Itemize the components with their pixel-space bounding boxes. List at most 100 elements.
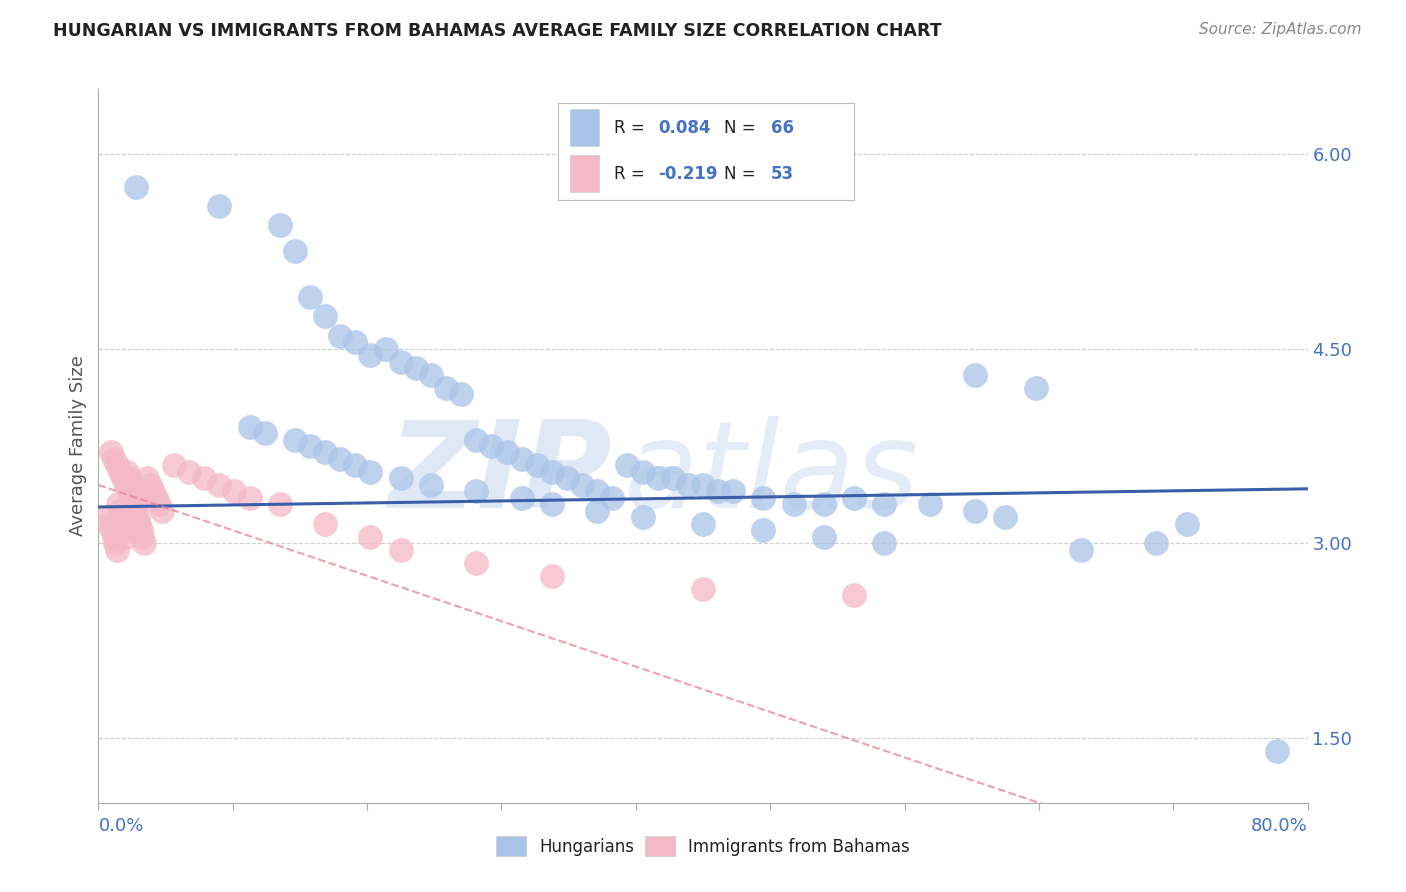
Point bbox=[239, 491, 262, 505]
Text: 0.0%: 0.0% bbox=[98, 817, 143, 835]
Point bbox=[540, 497, 562, 511]
Point bbox=[105, 542, 128, 557]
Point bbox=[1024, 381, 1046, 395]
Point bbox=[873, 536, 896, 550]
Point bbox=[571, 478, 593, 492]
Point bbox=[783, 497, 806, 511]
Point bbox=[114, 530, 136, 544]
Point bbox=[692, 478, 714, 492]
Point bbox=[110, 510, 132, 524]
Point bbox=[465, 433, 488, 447]
Point bbox=[111, 471, 134, 485]
Point bbox=[420, 478, 443, 492]
Point bbox=[616, 458, 638, 473]
Point bbox=[631, 465, 654, 479]
Point bbox=[1144, 536, 1167, 550]
Point bbox=[586, 504, 609, 518]
Point bbox=[104, 536, 127, 550]
Point bbox=[122, 491, 145, 505]
Point bbox=[510, 491, 533, 505]
Point bbox=[405, 361, 427, 376]
Point bbox=[105, 458, 128, 473]
Point bbox=[844, 491, 866, 505]
Point bbox=[118, 484, 141, 499]
Point bbox=[555, 471, 578, 485]
Point bbox=[389, 542, 412, 557]
Point bbox=[108, 465, 131, 479]
Point bbox=[844, 588, 866, 602]
Point bbox=[465, 556, 488, 570]
Point bbox=[284, 433, 307, 447]
Point bbox=[360, 465, 382, 479]
Point bbox=[103, 452, 125, 467]
Point bbox=[145, 491, 167, 505]
Y-axis label: Average Family Size: Average Family Size bbox=[69, 356, 87, 536]
Point bbox=[124, 497, 146, 511]
Point bbox=[1070, 542, 1092, 557]
Point bbox=[344, 458, 367, 473]
Point bbox=[586, 484, 609, 499]
Point bbox=[692, 516, 714, 531]
Point bbox=[127, 510, 149, 524]
Point bbox=[125, 504, 148, 518]
Point bbox=[112, 524, 135, 538]
Point bbox=[602, 491, 624, 505]
Point bbox=[314, 445, 336, 459]
Text: 80.0%: 80.0% bbox=[1251, 817, 1308, 835]
Point bbox=[965, 368, 987, 382]
Point bbox=[108, 504, 131, 518]
Point bbox=[208, 478, 231, 492]
Point bbox=[299, 439, 322, 453]
Point bbox=[103, 530, 125, 544]
Point bbox=[692, 582, 714, 596]
Point bbox=[208, 199, 231, 213]
Point bbox=[360, 530, 382, 544]
Point bbox=[420, 368, 443, 382]
Point bbox=[510, 452, 533, 467]
Point bbox=[344, 335, 367, 350]
Point bbox=[124, 497, 146, 511]
Text: HUNGARIAN VS IMMIGRANTS FROM BAHAMAS AVERAGE FAMILY SIZE CORRELATION CHART: HUNGARIAN VS IMMIGRANTS FROM BAHAMAS AVE… bbox=[53, 22, 942, 40]
Point bbox=[434, 381, 457, 395]
Point bbox=[135, 471, 157, 485]
Point bbox=[631, 510, 654, 524]
Point bbox=[125, 179, 148, 194]
Point bbox=[100, 445, 122, 459]
Text: Source: ZipAtlas.com: Source: ZipAtlas.com bbox=[1198, 22, 1361, 37]
Point bbox=[239, 419, 262, 434]
Point bbox=[661, 471, 683, 485]
Point bbox=[224, 484, 246, 499]
Point bbox=[1267, 744, 1289, 758]
Point bbox=[121, 484, 143, 499]
Point bbox=[284, 244, 307, 259]
Point bbox=[148, 497, 170, 511]
Point bbox=[94, 510, 117, 524]
Point bbox=[269, 497, 291, 511]
Point bbox=[374, 342, 396, 356]
Text: ZIP: ZIP bbox=[388, 416, 613, 533]
Point bbox=[752, 491, 775, 505]
Point bbox=[813, 497, 835, 511]
Point bbox=[193, 471, 215, 485]
Point bbox=[360, 348, 382, 362]
Point bbox=[329, 452, 352, 467]
Point bbox=[269, 219, 291, 233]
Point bbox=[139, 478, 162, 492]
Point bbox=[150, 504, 173, 518]
Point bbox=[465, 484, 488, 499]
Point bbox=[873, 497, 896, 511]
Point bbox=[314, 310, 336, 324]
Point bbox=[450, 387, 472, 401]
Point bbox=[101, 524, 124, 538]
Point bbox=[111, 516, 134, 531]
Point bbox=[132, 536, 155, 550]
Point bbox=[707, 484, 730, 499]
Point bbox=[129, 524, 152, 538]
Point bbox=[723, 484, 745, 499]
Point bbox=[495, 445, 517, 459]
Point bbox=[1175, 516, 1198, 531]
Point bbox=[994, 510, 1017, 524]
Point bbox=[965, 504, 987, 518]
Point bbox=[676, 478, 699, 492]
Text: atlas: atlas bbox=[624, 416, 920, 533]
